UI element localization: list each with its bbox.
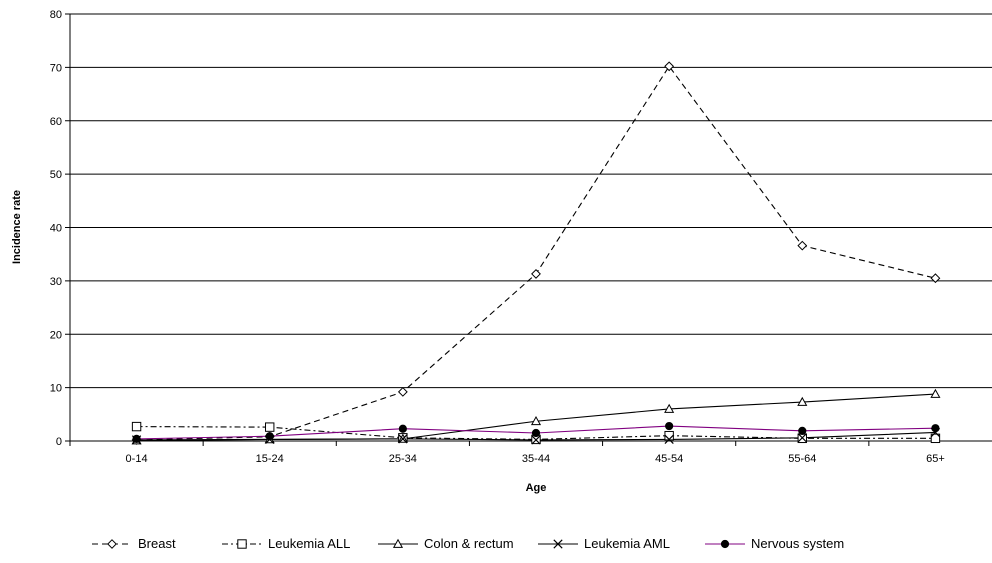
data-point-leukemia-all	[131, 421, 142, 432]
data-point-leukemia-aml	[797, 433, 807, 443]
axes: 0 10 20 30 40 50 60 70 80 0-14 15-24 25-34 35-44 45-5…	[50, 9, 945, 465]
x-axis-title: Age	[526, 482, 547, 494]
legend-label: Leukemia ALL	[268, 536, 350, 551]
legend-label: Colon & rectum	[424, 536, 514, 551]
legend-item-leukemia-all: Leukemia ALL	[222, 536, 350, 551]
gridlines	[70, 13, 992, 442]
data-point-nervous-system	[265, 432, 274, 441]
series-line-breast	[136, 65, 936, 441]
y-tick-label: 70	[50, 62, 62, 74]
data-point-nervous-system	[132, 434, 141, 443]
data-point-leukemia-aml-stroke	[398, 434, 408, 444]
x-tick-label: 0-14	[126, 453, 148, 465]
legend-swatch-marker	[392, 538, 404, 548]
y-axis-title: Incidence rate	[11, 190, 23, 264]
legend-item-nervous-system: Nervous system	[705, 536, 844, 551]
data-point-leukemia-all	[930, 433, 941, 444]
data-point-leukemia-aml	[664, 434, 674, 445]
series-lines	[136, 65, 936, 442]
data-point-breast	[531, 269, 541, 279]
legend-swatch-marker	[107, 539, 117, 549]
x-tick-label: 45-54	[655, 453, 683, 465]
data-point-nervous-system	[798, 426, 807, 435]
data-point-leukemia-all	[265, 422, 275, 432]
data-point-leukemia-aml-stroke	[797, 433, 807, 443]
series-markers	[131, 61, 941, 445]
x-tick-label: 35-44	[522, 453, 550, 465]
y-tick-label: 40	[50, 223, 62, 235]
data-point-breast	[930, 273, 941, 284]
y-tick-label: 60	[50, 116, 62, 128]
x-tick-label: 25-34	[389, 453, 417, 465]
legend-item-breast: Breast	[92, 536, 176, 551]
legend-swatch-marker	[720, 539, 730, 549]
data-point-leukemia-aml-stroke	[664, 434, 674, 445]
legend-swatch-marker	[553, 539, 563, 549]
y-tick-label: 10	[50, 383, 62, 395]
legend-swatch-marker-stroke	[553, 539, 563, 549]
data-point-colon-rectum	[797, 396, 808, 406]
y-tick-label: 20	[50, 329, 62, 341]
legend-item-colon-rectum: Colon & rectum	[378, 536, 514, 551]
y-tick-label: 30	[50, 276, 62, 288]
data-point-nervous-system	[398, 424, 407, 433]
legend-label: Nervous system	[751, 536, 844, 551]
legend-item-leukemia-aml: Leukemia AML	[538, 536, 670, 551]
legend-label: Leukemia AML	[584, 536, 670, 551]
data-point-leukemia-aml	[398, 434, 408, 444]
x-tick-label: 65+	[926, 453, 945, 465]
data-point-nervous-system	[531, 428, 541, 438]
data-point-leukemia-aml	[531, 435, 541, 445]
legend-swatch-marker	[237, 539, 247, 549]
y-tick-label: 50	[50, 169, 62, 181]
data-point-nervous-system	[931, 424, 940, 433]
data-point-leukemia-aml-stroke	[531, 435, 541, 445]
data-point-colon-rectum	[930, 388, 941, 398]
data-point-breast	[397, 386, 408, 397]
data-point-breast	[664, 61, 675, 72]
data-point-breast	[797, 240, 808, 251]
y-tick-label: 80	[50, 9, 62, 21]
data-point-colon-rectum	[530, 416, 542, 426]
legend: Breast Leukemia ALL Colon & rectum Leukemia…	[92, 536, 844, 551]
y-tick-label: 0	[56, 436, 62, 448]
x-tick-label: 15-24	[256, 453, 284, 465]
x-tick-label: 55-64	[788, 453, 816, 465]
data-point-nervous-system	[665, 421, 674, 431]
legend-label: Breast	[138, 536, 176, 551]
data-point-colon-rectum	[664, 403, 675, 413]
